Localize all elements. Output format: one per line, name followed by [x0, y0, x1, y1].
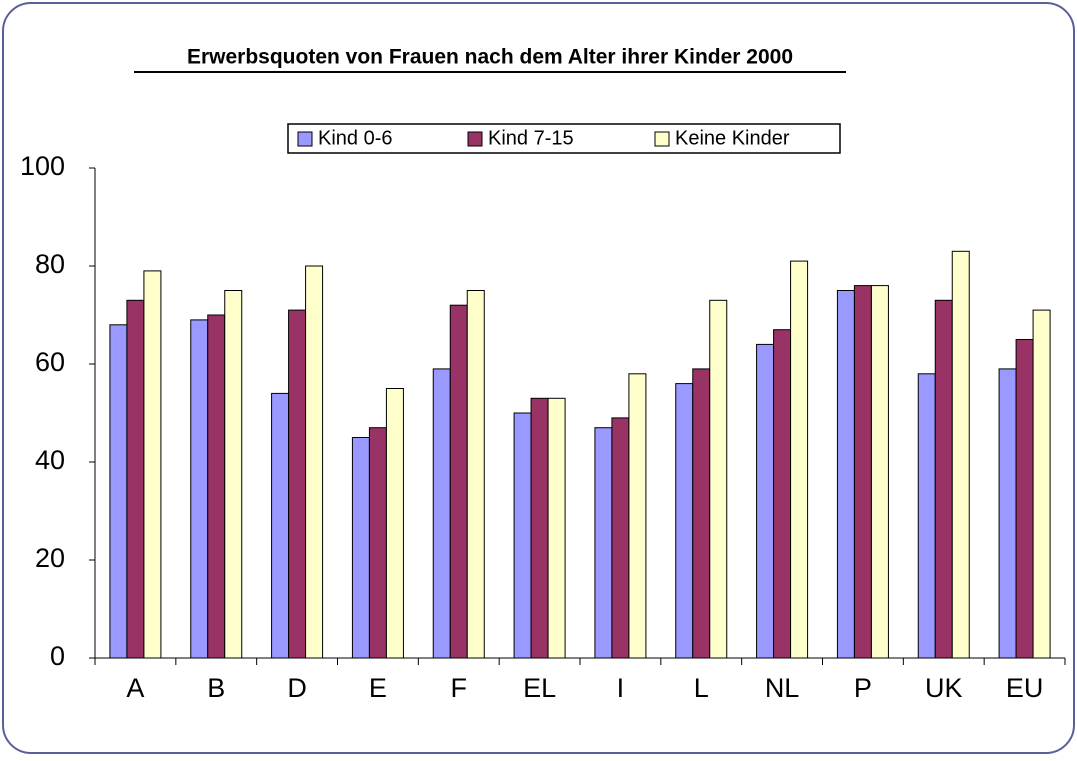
- bar: [853, 285, 872, 659]
- x-tick-label: A: [126, 673, 144, 703]
- legend-swatch: [467, 131, 483, 147]
- x-tick-label: D: [287, 673, 307, 703]
- bar: [628, 373, 647, 659]
- bar: [207, 314, 226, 659]
- bar: [594, 427, 613, 659]
- bar: [611, 417, 630, 659]
- x-tick-label: B: [207, 673, 225, 703]
- bar: [675, 383, 694, 659]
- legend-box: [287, 123, 841, 154]
- y-tick-label: 60: [35, 347, 65, 377]
- bar: [224, 290, 243, 659]
- bar: [271, 392, 290, 659]
- y-tick-label: 20: [35, 543, 65, 573]
- x-tick-label: I: [617, 673, 625, 703]
- bar: [836, 290, 855, 659]
- bar: [756, 343, 775, 659]
- bar: [190, 319, 209, 659]
- x-tick-label: NL: [765, 673, 800, 703]
- chart-title: Erwerbsquoten von Frauen nach dem Alter …: [187, 46, 793, 69]
- y-tick-label: 80: [35, 249, 65, 279]
- bar: [109, 324, 128, 659]
- legend-label: Kind 7-15: [488, 127, 574, 149]
- bar: [305, 265, 324, 659]
- bar: [126, 299, 145, 659]
- bar: [951, 250, 970, 659]
- legend-swatch: [297, 131, 313, 147]
- y-tick-label: 100: [20, 151, 65, 181]
- bar: [513, 412, 532, 659]
- x-tick-label: L: [694, 673, 709, 703]
- bar: [917, 373, 936, 659]
- bar: [351, 437, 370, 659]
- legend-label: Kind 0-6: [318, 127, 393, 149]
- x-tick-label: P: [854, 673, 872, 703]
- bar: [790, 260, 809, 659]
- x-tick-label: F: [451, 673, 468, 703]
- bar: [466, 290, 485, 659]
- bar: [288, 309, 307, 659]
- bar: [530, 397, 549, 659]
- x-tick-label: EL: [523, 673, 556, 703]
- bar: [368, 427, 387, 659]
- bar: [547, 397, 566, 659]
- bar: [934, 299, 953, 659]
- x-tick-label: UK: [925, 673, 963, 703]
- bar: [432, 368, 451, 659]
- y-tick-label: 0: [50, 641, 65, 671]
- bar: [773, 329, 792, 659]
- bar: [1032, 309, 1051, 659]
- x-tick-label: EU: [1006, 673, 1044, 703]
- legend-swatch: [654, 131, 670, 147]
- bar: [449, 304, 468, 659]
- bar: [870, 285, 889, 659]
- x-tick-label: E: [369, 673, 387, 703]
- bar: [1015, 339, 1034, 659]
- bar: [385, 388, 404, 659]
- legend-label: Keine Kinder: [675, 127, 790, 149]
- y-tick-label: 40: [35, 445, 65, 475]
- bar: [143, 270, 162, 659]
- bar: [709, 299, 728, 659]
- bar: [692, 368, 711, 659]
- bar: [998, 368, 1017, 659]
